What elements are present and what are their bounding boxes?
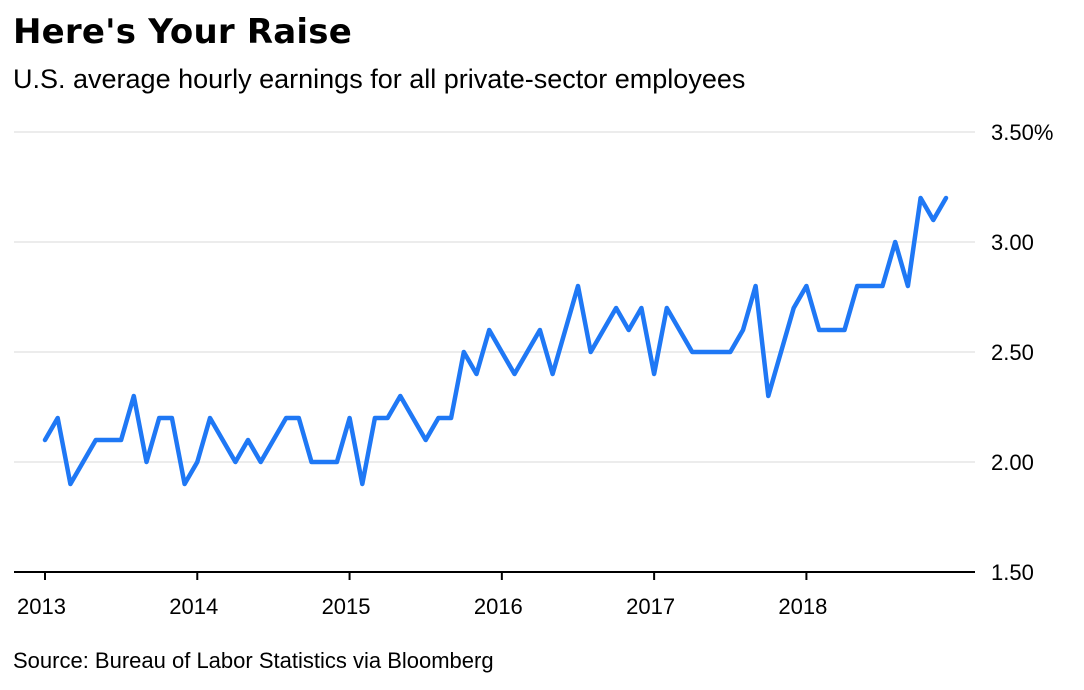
x-tick-label: 2013: [17, 594, 66, 619]
y-tick-label: 2.50: [991, 340, 1034, 365]
x-tick-label: 2015: [322, 594, 371, 619]
source-note: Source: Bureau of Labor Statistics via B…: [13, 648, 494, 673]
y-tick-label: 3.00: [991, 230, 1034, 255]
y-tick-label: 2.00: [991, 450, 1034, 475]
gridlines: [14, 131, 975, 463]
x-tick-label: 2018: [778, 594, 827, 619]
y-tick-label: 1.50: [991, 560, 1034, 585]
x-tick-label: 2016: [474, 594, 523, 619]
x-axis: 2013 2014 2015 2016 2017 2018: [14, 571, 975, 619]
x-tick-label: 2017: [626, 594, 675, 619]
y-axis: 1.50 2.00 2.50 3.00 3.50%: [991, 120, 1053, 585]
series-line-0: [42, 195, 949, 487]
chart-subtitle: U.S. average hourly earnings for all pri…: [13, 64, 746, 94]
y-tick-label: 3.50%: [991, 120, 1053, 145]
chart-title: Here's Your Raise: [13, 12, 352, 52]
series-layer: [42, 195, 949, 487]
x-tick-label: 2014: [169, 594, 218, 619]
